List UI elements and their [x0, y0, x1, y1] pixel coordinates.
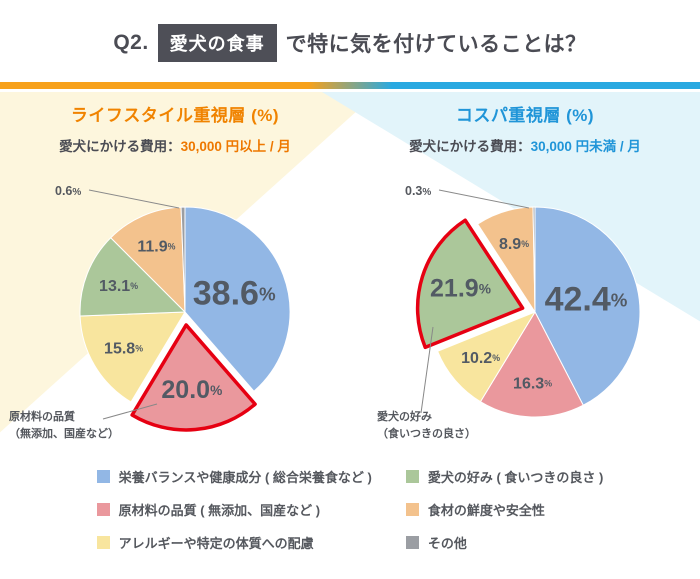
accent-divider-bar — [0, 82, 700, 89]
slice-percent-label: 20.0% — [161, 376, 222, 404]
tiny-slice-label: 0.6% — [55, 184, 81, 198]
legend-label: その他 — [427, 536, 467, 551]
legend-swatch-freshness — [405, 503, 419, 516]
annotation-leader-line — [420, 326, 434, 414]
legend-label: アレルギーや特定の体質への配慮 — [118, 536, 314, 551]
pie-chart-lifestyle: 38.6% 20.0% 15.8% 13.1% 11.9% 0.6% — [55, 184, 291, 432]
slice-percent-label: 16.3% — [513, 375, 552, 392]
subtitle-label: 愛犬にかける費用： — [59, 139, 181, 154]
pie-slice-preference — [415, 218, 525, 350]
legend-item-ingredient: 原材料の品質 ( 無添加、国産など ) — [96, 500, 372, 519]
background-washes — [0, 92, 700, 462]
legend-item-freshness: 食材の鮮度や安全性 — [405, 500, 604, 519]
legend-label: 愛犬の好み ( 食いつきの良さ ) — [427, 470, 604, 485]
slice-percent-label: 15.8% — [104, 340, 143, 357]
tiny-slice-label: 0.3% — [405, 184, 431, 198]
pie-slice-allergy — [437, 311, 536, 403]
legend: 栄養バランスや健康成分 ( 総合栄養食など ) 原材料の品質 ( 無添加、国産など… — [96, 467, 604, 552]
chart-subtitle-cospa: 愛犬にかける費用：30,000 円未満 / 月 — [350, 135, 700, 155]
subtitle-label: 愛犬にかける費用： — [409, 139, 531, 154]
legend-item-preference: 愛犬の好み ( 食いつきの良さ ) — [405, 467, 604, 486]
tiny-slice-leader-line — [88, 189, 180, 209]
legend-swatch-other — [405, 536, 419, 549]
title-text: で特に気を付けていることは？ — [285, 33, 587, 56]
title-highlight-box: 愛犬の食事 — [157, 24, 277, 62]
slice-percent-label: 11.9% — [137, 238, 175, 255]
legend-swatch-preference — [405, 470, 419, 483]
slice-percent-label: 38.6% — [193, 275, 276, 313]
pie-slice-nutrition — [184, 206, 291, 392]
chart-title-lifestyle: ライフスタイル重視層 (%) — [70, 106, 280, 125]
annotation-line1: 愛犬の好み — [377, 411, 432, 423]
pie-slice-ingredient — [130, 323, 257, 432]
legend-item-allergy: アレルギーや特定の体質への配慮 — [96, 533, 372, 552]
annotation-cospa: 愛犬の好み （食いつきの良さ） — [377, 409, 476, 442]
charts-row: ライフスタイル重視層 (%) 愛犬にかける費用：30,000 円以上 / 月 3… — [0, 101, 700, 457]
pie-slice-preference — [79, 237, 186, 317]
pie-container-lifestyle: 38.6% 20.0% 15.8% 13.1% 11.9% 0.6% 原材料の品質 （無添… — [9, 157, 325, 457]
pie-slice-allergy — [79, 311, 186, 403]
slice-percent-label: 8.9% — [499, 235, 529, 252]
subtitle-value: 30,000 円未満 / 月 — [530, 139, 641, 154]
chart-subtitle-lifestyle: 愛犬にかける費用：30,000 円以上 / 月 — [0, 135, 350, 155]
chart-section-lifestyle: ライフスタイル重視層 (%) 愛犬にかける費用：30,000 円以上 / 月 3… — [0, 101, 350, 457]
legend-label: 栄養バランスや健康成分 ( 総合栄養食など ) — [118, 470, 372, 485]
legend-item-nutrition: 栄養バランスや健康成分 ( 総合栄養食など ) — [96, 467, 372, 486]
annotation-line1: 原材料の品質 — [9, 411, 75, 423]
pie-slice-freshness — [110, 206, 186, 313]
chart-section-cospa: コスパ重視層 (%) 愛犬にかける費用：30,000 円未満 / 月 42.4%… — [350, 101, 700, 457]
subtitle-value: 30,000 円以上 / 月 — [180, 139, 291, 154]
annotation-line2: （無添加、国産など） — [9, 427, 119, 440]
legend-swatch-nutrition — [96, 470, 110, 483]
pie-slice-other — [532, 206, 536, 313]
annotation-lifestyle: 原材料の品質 （無添加、国産など） — [9, 409, 119, 442]
legend-swatch-allergy — [96, 536, 110, 549]
legend-label: 食材の鮮度や安全性 — [427, 503, 545, 518]
pie-slice-other — [180, 206, 186, 313]
page-title: Q2. 愛犬の食事 で特に気を付けていることは？ — [0, 0, 700, 62]
annotation-leader-line — [102, 403, 158, 420]
question-number: Q2. — [113, 31, 149, 54]
pie-container-cospa: 42.4% 16.3% 10.2% 21.9% 8.9% 0.3% 愛犬の好み （食いつき… — [375, 157, 675, 457]
slice-percent-label: 10.2% — [461, 350, 500, 367]
pie-chart-cospa: 42.4% 16.3% 10.2% 21.9% 8.9% 0.3% — [405, 184, 641, 418]
slice-percent-label: 42.4% — [545, 281, 628, 319]
annotation-line2: （食いつきの良さ） — [377, 427, 476, 440]
pie-slice-ingredient — [479, 311, 584, 418]
chart-title-cospa: コスパ重視層 (%) — [455, 106, 595, 125]
legend-label: 原材料の品質 ( 無添加、国産など ) — [118, 503, 321, 518]
tiny-slice-leader-line — [438, 189, 530, 209]
slice-percent-label: 21.9% — [430, 275, 491, 303]
legend-item-other: その他 — [405, 533, 604, 552]
legend-swatch-ingredient — [96, 503, 110, 516]
slice-percent-label: 13.1% — [99, 277, 138, 294]
pie-slice-nutrition — [534, 206, 641, 406]
